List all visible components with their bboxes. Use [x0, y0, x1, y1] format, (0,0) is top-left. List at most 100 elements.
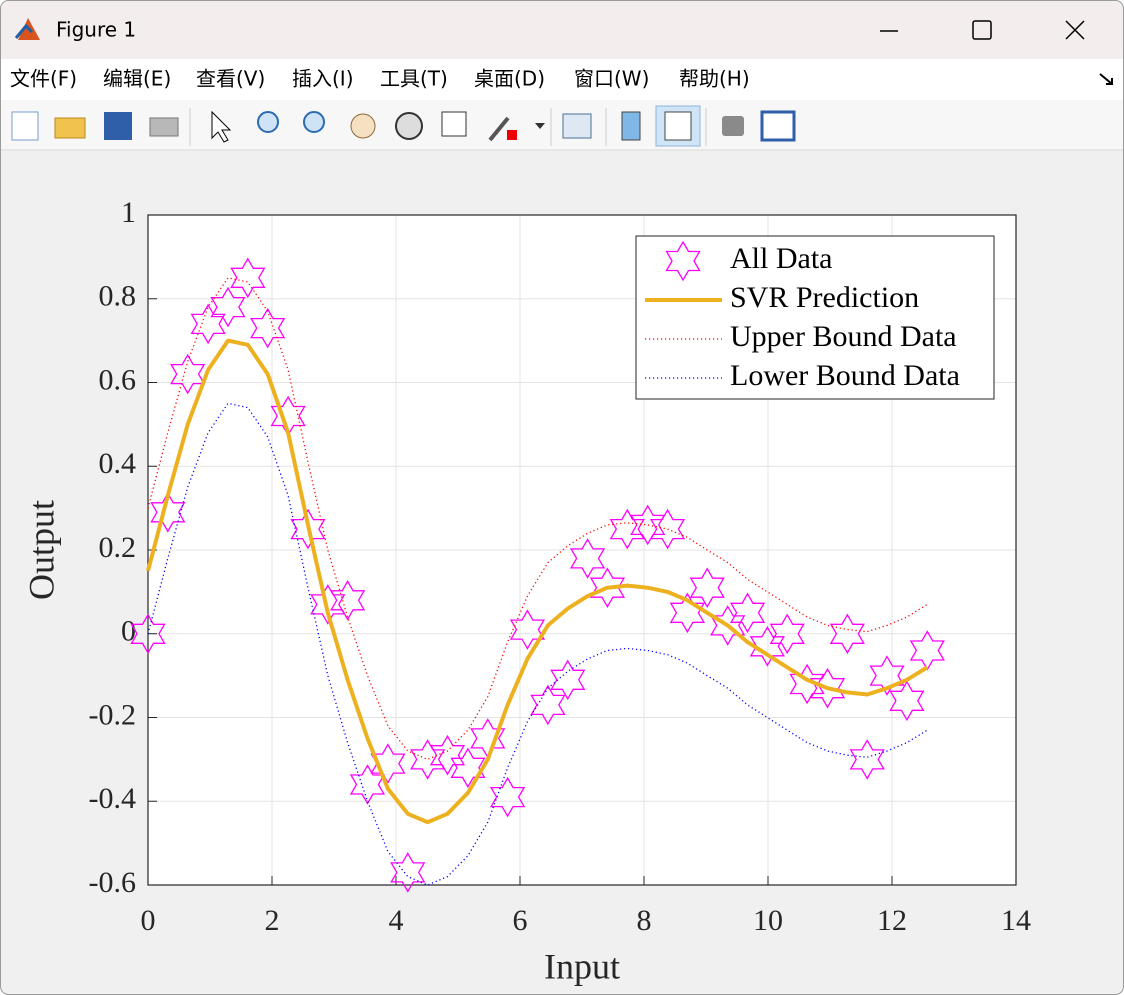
data-marker	[729, 592, 766, 634]
zoom-out-icon[interactable]	[303, 111, 325, 133]
y-axis-label: Output	[21, 500, 61, 600]
brush-dropdown[interactable]	[535, 123, 545, 129]
data-marker	[809, 667, 846, 709]
data-marker	[649, 508, 686, 550]
open-icon[interactable]	[54, 117, 86, 139]
legend: All Data SVR Prediction Upper Bound Data Lo…	[635, 235, 995, 400]
title-bar	[1, 1, 1123, 59]
app-icon-detail	[14, 23, 34, 39]
x-tick-label: 12	[877, 904, 907, 937]
legend-label: Lower Bound Data	[730, 359, 960, 392]
legend-label: SVR Prediction	[730, 281, 919, 314]
datatip-icon[interactable]	[441, 111, 467, 137]
data-marker	[569, 538, 606, 579]
close-button[interactable]	[1065, 20, 1085, 40]
print-icon[interactable]	[149, 117, 179, 137]
brush-color	[507, 130, 517, 140]
data-marker	[330, 579, 366, 621]
bound-line	[147, 402, 928, 886]
menu-item[interactable]: 帮助(H)	[679, 67, 750, 91]
data-marker	[170, 353, 206, 395]
x-tick-label: 10	[753, 904, 783, 937]
menu-dock-icon[interactable]	[1099, 73, 1113, 85]
legend-marker	[665, 240, 701, 282]
y-tick-label: 0.8	[99, 280, 137, 313]
data-marker	[669, 592, 706, 634]
data-marker	[550, 659, 586, 701]
colorbar-icon[interactable]	[621, 111, 641, 141]
data-marker	[250, 307, 286, 349]
x-tick-label: 2	[265, 904, 280, 937]
menu-bar	[1, 59, 1123, 100]
new-icon[interactable]	[11, 111, 39, 141]
rotate-icon[interactable]	[395, 112, 423, 140]
menu-item[interactable]: 查看(V)	[196, 67, 265, 91]
data-marker	[310, 584, 346, 625]
menu-item[interactable]: 桌面(D)	[474, 67, 545, 91]
data-marker	[749, 626, 785, 667]
window-title: Figure 1	[56, 18, 136, 42]
menu-item[interactable]: 编辑(E)	[103, 67, 171, 91]
x-tick-label: 14	[1001, 904, 1031, 937]
hide-plot-tools-icon[interactable]	[722, 116, 744, 136]
data-marker	[390, 852, 426, 893]
x-tick-label: 0	[141, 904, 156, 937]
y-tick-label: 0	[121, 615, 136, 648]
y-tick-label: -0.2	[89, 698, 137, 731]
data-marker	[789, 663, 825, 705]
axes-box	[147, 214, 1017, 886]
toolbar	[1, 100, 1123, 150]
y-tick-label: -0.4	[89, 782, 137, 815]
data-marker	[290, 508, 326, 550]
x-tick-label: 6	[513, 904, 528, 937]
data-marker	[889, 680, 925, 722]
data-marker	[410, 739, 446, 780]
data-marker	[589, 567, 626, 608]
data-marker	[489, 776, 526, 818]
save-icon[interactable]	[104, 112, 132, 140]
data-marker	[450, 747, 486, 789]
data-marker	[370, 743, 406, 784]
bound-line	[147, 277, 928, 761]
prediction-line	[146, 338, 929, 825]
x-tick-label: 4	[389, 904, 404, 937]
data-marker	[210, 286, 246, 328]
y-tick-label: 1	[121, 196, 136, 229]
toolbar-icons	[11, 105, 796, 147]
x-tick-label: 8	[637, 904, 652, 937]
plot: 0 2 4 6 8 10 12 14 -0.6 -0.4 -0.2 0 0.2 0.4 0.6 0.8 1 All…	[89, 196, 1032, 937]
data-marker	[150, 491, 186, 533]
y-tick-label: 0.4	[99, 447, 137, 480]
data-marker	[689, 567, 725, 609]
data-marker	[530, 684, 566, 726]
y-tick-label: 0.2	[99, 531, 137, 564]
brush-icon[interactable]	[488, 116, 510, 142]
data-marker	[869, 655, 905, 696]
data-marker	[190, 303, 226, 345]
data-marker	[429, 734, 466, 776]
data-marker	[609, 508, 645, 550]
menu-item[interactable]: 文件(F)	[10, 67, 77, 91]
menu-item[interactable]: 插入(I)	[292, 67, 354, 91]
menu-items: 文件(F) 编辑(E) 查看(V) 插入(I) 工具(T) 桌面(D) 窗口(W) 帮助(H)	[10, 67, 750, 91]
data-marker	[849, 739, 885, 780]
link-icon[interactable]	[562, 113, 592, 139]
menu-item[interactable]: 工具(T)	[380, 67, 448, 91]
legend-icon[interactable]	[664, 111, 692, 141]
show-plot-tools-icon[interactable]	[760, 110, 796, 142]
pointer-icon[interactable]	[211, 110, 232, 143]
y-tick-label: -0.6	[89, 866, 137, 899]
data-marker	[509, 609, 546, 650]
data-marker	[130, 613, 166, 655]
data-marker	[230, 257, 266, 299]
legend-label: All Data	[730, 242, 832, 275]
pan-icon[interactable]	[350, 113, 376, 139]
menu-item[interactable]: 窗口(W)	[574, 67, 649, 91]
zoom-in-icon[interactable]	[257, 111, 279, 133]
y-tick-label: 0.6	[99, 363, 137, 396]
x-axis-label: Input	[544, 946, 620, 986]
maximize-button[interactable]	[972, 20, 992, 40]
legend-label: Upper Bound Data	[730, 320, 957, 353]
data-marker	[769, 613, 805, 655]
